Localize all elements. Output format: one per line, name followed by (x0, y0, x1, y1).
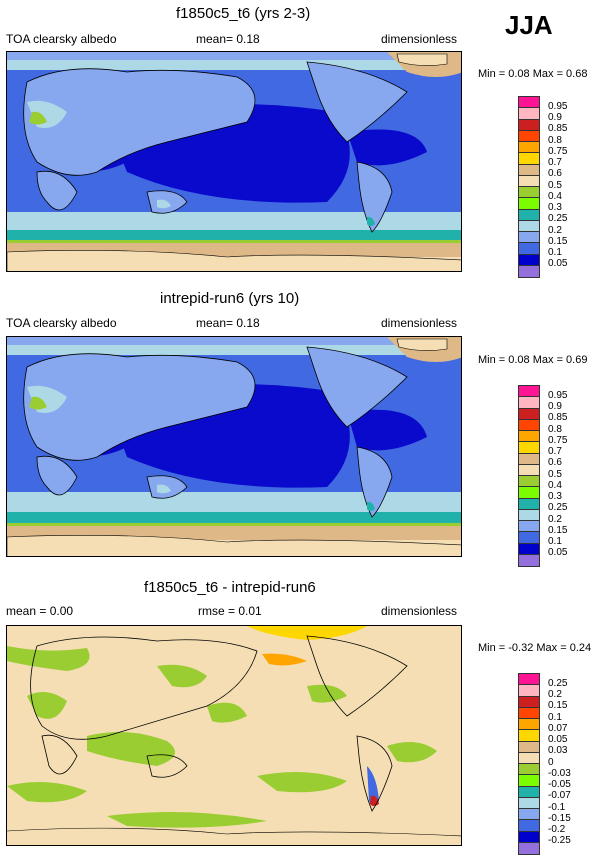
panel1-legend-tick: 0.05 (548, 258, 568, 269)
panel1-legend-tick: 0.3 (548, 202, 562, 213)
panel3-legend: 0.25 0.2 0.15 0.1 0.07 0.05 0.03 0 -0.03… (518, 673, 571, 856)
panel2-legend-tick: 0.5 (548, 469, 562, 480)
panel2-legend-swatch (518, 553, 540, 568)
panel3-legend-tick: -0.25 (548, 835, 571, 846)
panel2-legend-tick: 0.95 (548, 390, 568, 401)
panel1-legend-tick: 0.85 (548, 123, 568, 134)
panel2-units-label: dimensionless (381, 316, 458, 330)
panel3-legend-tick: 0.2 (548, 689, 562, 700)
panel2-legend-tick: 0.4 (548, 480, 562, 491)
panel1-minmax: Min = 0.08 Max = 0.68 (478, 68, 588, 80)
panel3-legend-tick: 0.07 (548, 723, 568, 734)
panel3-legend-tick: -0.1 (548, 802, 566, 813)
panel2-map-graphic (7, 337, 461, 556)
panel3-legend-tick: 0.05 (548, 734, 568, 745)
panel1-legend-tick: 0.9 (548, 112, 562, 123)
panel2-legend-tick: 0.15 (548, 525, 568, 536)
panel3-rmse-label: rmse = 0.01 (198, 604, 262, 618)
panel1-legend-tick: 0.1 (548, 247, 562, 258)
panel2-legend-tick: 0.75 (548, 435, 568, 446)
panel2-title: intrepid-run6 (yrs 10) (160, 290, 300, 307)
panel2-legend-tick: 0.2 (548, 514, 562, 525)
panel3-legend-tick: 0.03 (548, 745, 568, 756)
panel3-legend-tick: 0.25 (548, 678, 568, 689)
panel2-legend-tick: 0.7 (548, 446, 562, 457)
panel3-legend-tick: -0.2 (548, 824, 566, 835)
panel2-minmax: Min = 0.08 Max = 0.69 (478, 354, 588, 366)
panel2-legend-tick: 0.6 (548, 457, 562, 468)
panel1-legend-tick: 0.7 (548, 157, 562, 168)
panel2-legend-tick: 0.1 (548, 536, 562, 547)
panel1-legend-tick: 0.15 (548, 236, 568, 247)
panel2-legend-tick: 0.05 (548, 547, 568, 558)
panel3-legend-tick: 0.15 (548, 700, 568, 711)
panel2-legend: 0.95 0.9 0.85 0.8 0.75 0.7 0.6 0.5 0.4 0… (518, 385, 567, 568)
panel3-map-graphic (7, 626, 461, 845)
panel2-legend-tick: 0.3 (548, 491, 562, 502)
panel1-legend-tick: 0.6 (548, 168, 562, 179)
panel3-legend-tick: -0.07 (548, 790, 571, 801)
panel1-legend-tick: 0.25 (548, 213, 568, 224)
panel2-map (6, 336, 462, 557)
panel3-units-label: dimensionless (381, 604, 458, 618)
panel3-legend-swatch (518, 841, 540, 856)
panel1-map-graphic (7, 52, 461, 271)
panel3-legend-tick: -0.03 (548, 768, 571, 779)
panel1-map (6, 51, 462, 272)
panel2-legend-tick: 0.25 (548, 502, 568, 513)
panel2-mean-label: mean= 0.18 (196, 316, 260, 330)
panel1-legend-tick: 0.4 (548, 191, 562, 202)
panel2-legend-tick: 0.9 (548, 401, 562, 412)
panel3-minmax: Min = -0.32 Max = 0.24 (478, 642, 592, 654)
panel3-legend-tick: 0.1 (548, 712, 562, 723)
panel1-units-label: dimensionless (381, 32, 458, 46)
panel1-title: f1850c5_t6 (yrs 2-3) (176, 5, 311, 22)
panel1-legend-tick: 0.95 (548, 101, 568, 112)
panel3-map (6, 625, 462, 846)
panel3-title: f1850c5_t6 - intrepid-run6 (144, 579, 316, 596)
panel3-legend-tick: -0.15 (548, 813, 571, 824)
panel2-legend-tick: 0.8 (548, 424, 562, 435)
panel3-legend-tick: -0.05 (548, 779, 571, 790)
panel1-legend-tick: 0.2 (548, 225, 562, 236)
panel1-legend-tick: 0.5 (548, 180, 562, 191)
panel2-legend-tick: 0.85 (548, 412, 568, 423)
panel1-legend-tick: 0.8 (548, 135, 562, 146)
panel2-variable-label: TOA clearsky albedo (6, 316, 117, 330)
panel3-legend-tick: 0 (548, 757, 554, 768)
panel1-mean-label: mean= 0.18 (196, 32, 260, 46)
panel3-mean-label: mean = 0.00 (6, 604, 74, 618)
season-label: JJA (505, 10, 553, 40)
panel1-legend-swatch (518, 264, 540, 279)
panel1-legend: 0.95 0.9 0.85 0.8 0.75 0.7 0.6 0.5 0.4 0… (518, 96, 567, 279)
panel1-legend-tick: 0.75 (548, 146, 568, 157)
panel1-variable-label: TOA clearsky albedo (6, 32, 117, 46)
